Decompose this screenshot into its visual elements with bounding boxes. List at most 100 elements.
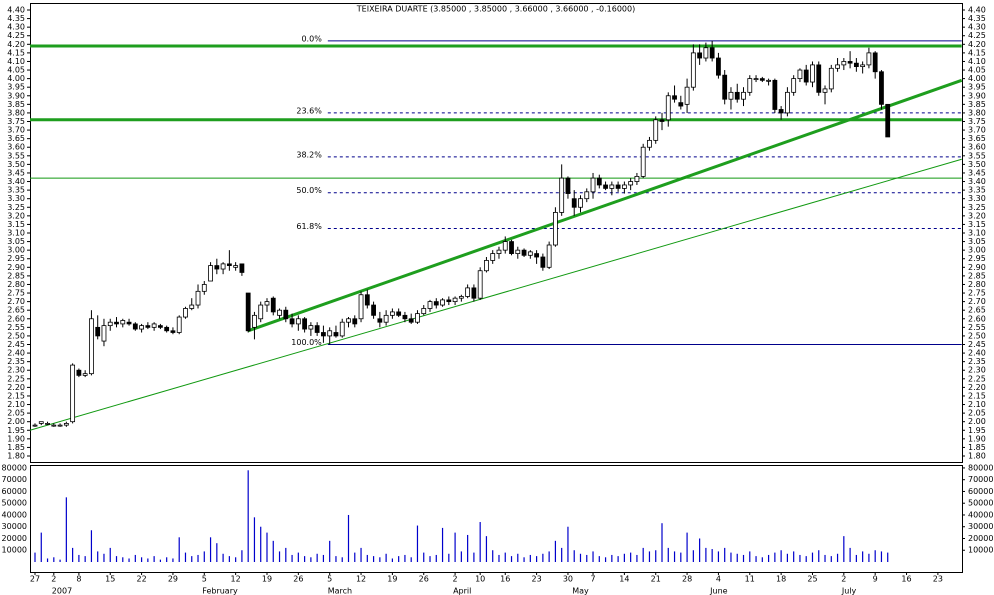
y-tick-label: 3.00 [968, 246, 986, 255]
volume-bar [648, 551, 651, 562]
x-tick-label: 12 [356, 575, 366, 584]
fib-label: 23.6% [296, 106, 322, 115]
y-tick-label: 3.10 [7, 229, 25, 238]
volume-bar [467, 534, 469, 562]
y-tick-label: 4.30 [968, 23, 986, 32]
y-tick-label: 3.75 [968, 117, 986, 126]
y-tick-label: 2.55 [968, 323, 986, 332]
candle-body [841, 61, 847, 66]
candle-body [471, 287, 477, 299]
candle-body [157, 325, 163, 328]
y-tick-label: 4.30 [7, 23, 25, 32]
candle-body [214, 265, 220, 270]
volume-bar [479, 522, 481, 562]
volume-bar [542, 553, 544, 562]
volume-bar [34, 552, 36, 562]
volume-tick-label: 70000 [2, 475, 27, 484]
volume-bar [65, 497, 67, 562]
volume-bar [216, 543, 218, 562]
candle-body [665, 95, 671, 121]
volume-bar [667, 547, 669, 562]
volume-bar [642, 547, 644, 562]
candle-body [753, 78, 759, 81]
y-tick-label: 3.90 [968, 91, 986, 100]
volume-bar [611, 554, 613, 562]
y-tick-label: 4.15 [968, 48, 986, 57]
volume-bar [573, 550, 575, 562]
candle-body [791, 78, 797, 93]
y-tick-label: 3.15 [968, 220, 986, 229]
volume-bar [109, 547, 111, 562]
candle-body [565, 177, 571, 194]
candle-body [408, 318, 414, 323]
volume-bar [147, 558, 149, 562]
volume-bar [780, 550, 782, 562]
volume-bar [197, 554, 199, 562]
y-tick-label: 1.85 [7, 443, 25, 452]
volume-bar [579, 553, 582, 562]
volume-bar [335, 556, 337, 562]
volume-bar [423, 552, 425, 562]
candle-body [477, 270, 483, 299]
volume-bar [103, 553, 105, 562]
y-tick-label: 3.85 [7, 100, 25, 109]
y-tick-label: 3.55 [968, 151, 986, 160]
candle-body [828, 67, 834, 90]
volume-bar [310, 557, 312, 562]
y-tick-label: 3.20 [968, 211, 986, 220]
y-tick-label: 2.20 [7, 383, 25, 392]
candle-body [226, 263, 232, 266]
x-tick-label: 10 [475, 575, 485, 584]
y-tick-label: 3.15 [7, 220, 25, 229]
x-tick-label: 5 [327, 575, 332, 584]
candle-body [766, 79, 771, 82]
volume-bar [429, 556, 431, 562]
volume-bar [711, 549, 713, 562]
candle-body [70, 364, 76, 423]
y-tick-label: 3.50 [968, 160, 986, 169]
volume-bar [849, 547, 851, 562]
candle-body [389, 311, 395, 316]
candle-body [120, 320, 126, 325]
x-tick-label: 16 [500, 575, 510, 584]
candle-body [82, 373, 88, 376]
volume-tick-label: 50000 [968, 499, 993, 508]
volume-bar [717, 551, 720, 562]
x-tick-label: 18 [776, 575, 786, 584]
candle-body [289, 318, 295, 325]
y-tick-label: 1.90 [968, 434, 986, 443]
fib-label: 0.0% [301, 34, 322, 43]
volume-bar [159, 559, 161, 562]
candle-body [264, 301, 270, 306]
y-tick-label: 1.90 [7, 434, 25, 443]
candle-body [596, 177, 602, 186]
candle-body [63, 423, 69, 426]
volume-bar [153, 556, 155, 562]
candle-body [183, 308, 188, 318]
volume-bar [774, 552, 776, 562]
candle-body [684, 86, 690, 105]
candle-body [571, 198, 577, 208]
candle-body [333, 332, 339, 337]
volume-bar [811, 552, 814, 562]
candle-body [245, 292, 251, 332]
candle-body [515, 249, 521, 254]
volume-bar [799, 554, 801, 562]
volume-bar [272, 540, 274, 562]
y-tick-label: 2.60 [7, 314, 25, 323]
volume-bar [379, 557, 381, 562]
candle-body [440, 299, 445, 306]
x-tick-label: 14 [619, 575, 629, 584]
volume-bar [59, 559, 61, 562]
x-tick-label: 29 [168, 575, 178, 584]
candle-body [427, 301, 433, 309]
candle-body [433, 301, 439, 306]
y-tick-label: 3.90 [7, 91, 25, 100]
candle-body [252, 314, 257, 328]
candle-body [421, 308, 427, 315]
volume-tick-label: 60000 [968, 487, 993, 496]
volume-tick-label: 20000 [968, 534, 993, 543]
volume-bar [253, 517, 256, 562]
volume-bar [398, 556, 400, 562]
